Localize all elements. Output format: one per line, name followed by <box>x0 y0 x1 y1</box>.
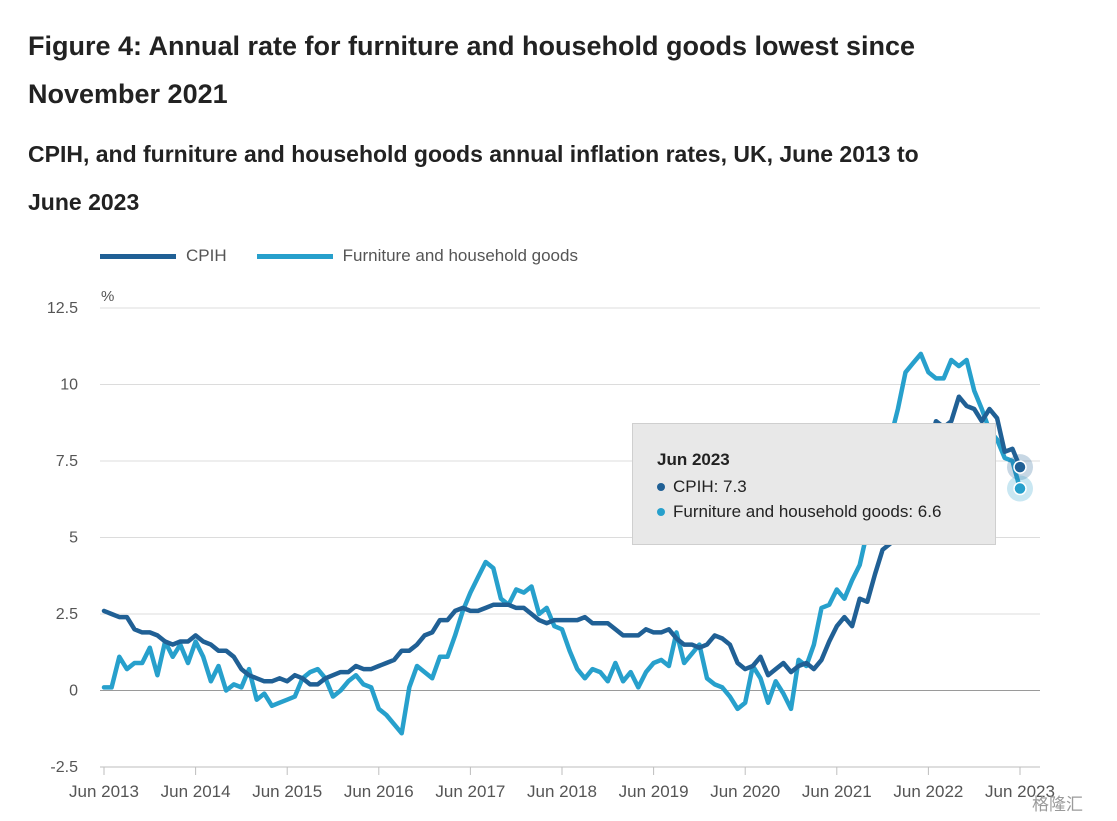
legend-item-furniture[interactable]: Furniture and household goods <box>256 246 578 266</box>
highlight-point-furniture <box>1013 481 1027 496</box>
y-axis-unit-label: % <box>101 288 114 305</box>
data-tooltip: Jun 2023 CPIH: 7.3 Furniture and househo… <box>632 423 996 545</box>
x-tick-label: Jun 2021 <box>802 782 872 801</box>
tooltip-dot-cpih-icon <box>657 482 665 491</box>
x-tick-label: Jun 2022 <box>893 782 963 801</box>
tooltip-title: Jun 2023 <box>657 450 730 469</box>
legend-label-furniture: Furniture and household goods <box>342 246 578 265</box>
x-tick-label: Jun 2019 <box>619 782 689 801</box>
chart-subtitle: CPIH, and furniture and household goods … <box>28 141 919 215</box>
y-tick-label: 10 <box>60 377 78 394</box>
tooltip-row-furniture: Furniture and household goods: 6.6 <box>657 499 995 524</box>
y-tick-label: 5 <box>69 530 78 547</box>
x-tick-label: Jun 2023 <box>985 782 1055 801</box>
series-line-cpih <box>101 394 1023 687</box>
tooltip-value-furniture: Furniture and household goods: 6.6 <box>673 502 942 521</box>
tooltip-row-cpih: CPIH: 7.3 <box>657 474 995 499</box>
x-tick-label: Jun 2013 <box>69 782 139 801</box>
chart-legend: CPIH Furniture and household goods <box>100 246 608 266</box>
legend-label-cpih: CPIH <box>186 246 227 265</box>
y-tick-label: 7.5 <box>56 453 78 470</box>
tooltip-value-cpih: CPIH: 7.3 <box>673 477 747 496</box>
highlight-point-cpih <box>1013 460 1027 474</box>
legend-swatch-furniture <box>256 253 333 259</box>
x-tick-label: Jun 2020 <box>710 782 780 801</box>
y-tick-label: 12.5 <box>47 300 78 317</box>
tooltip-dot-furniture-icon <box>657 507 665 516</box>
x-tick-label: Jun 2015 <box>252 782 322 801</box>
figure-title: Figure 4: Annual rate for furniture and … <box>28 31 916 109</box>
x-tick-label: Jun 2016 <box>344 782 414 801</box>
x-tick-label: Jun 2017 <box>435 782 505 801</box>
legend-swatch-cpih <box>100 253 176 259</box>
y-tick-label: 0 <box>69 683 78 700</box>
y-tick-label: -2.5 <box>50 759 78 776</box>
x-tick-label: Jun 2018 <box>527 782 597 801</box>
y-tick-label: 2.5 <box>56 606 78 623</box>
x-tick-label: Jun 2014 <box>161 782 231 801</box>
legend-item-cpih[interactable]: CPIH <box>100 246 227 266</box>
watermark-text: 格隆汇 <box>1032 795 1083 814</box>
